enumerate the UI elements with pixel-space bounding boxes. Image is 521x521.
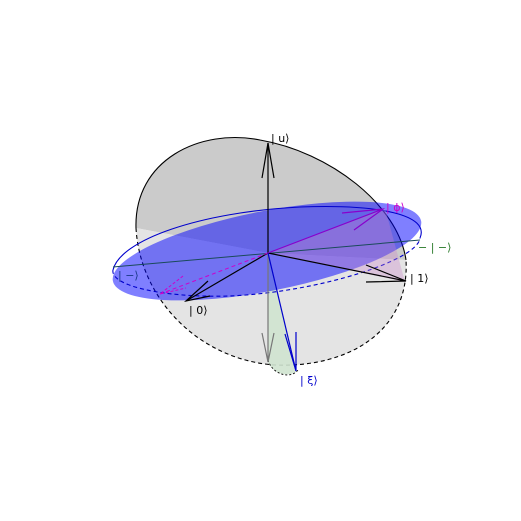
zero-vector [185, 252, 269, 302]
down-arrowhead [261, 332, 275, 363]
one-vector [267, 252, 407, 282]
xi-vector [267, 252, 297, 372]
equatorial-plane [112, 201, 422, 301]
label-one: | 1⟩ [410, 272, 429, 285]
xi-arrowhead [284, 332, 297, 372]
zero-arrowhead [183, 280, 211, 303]
label-zero: | 0⟩ [189, 304, 208, 317]
label-minus-blue: | −⟩ [118, 269, 139, 282]
phi-vector [267, 208, 384, 254]
label-minus-green: − | −⟩ [418, 241, 451, 254]
phi-wedge [268, 208, 405, 282]
xi-cone-rim [267, 359, 299, 376]
phi-projection-arrowhead [159, 275, 187, 295]
u-arrowhead [261, 142, 275, 179]
label-xi: | ξ⟩ [300, 374, 318, 387]
phi-arrowhead [341, 208, 386, 231]
equatorial-plane-back-rim [112, 206, 422, 271]
label-u: | u⟩ [271, 132, 289, 145]
label-phi: | ϕ⟩ [386, 201, 405, 214]
one-arrowhead [365, 264, 407, 283]
phi-projection-dashed [159, 252, 269, 295]
equatorial-plane-front-rim [112, 237, 421, 297]
